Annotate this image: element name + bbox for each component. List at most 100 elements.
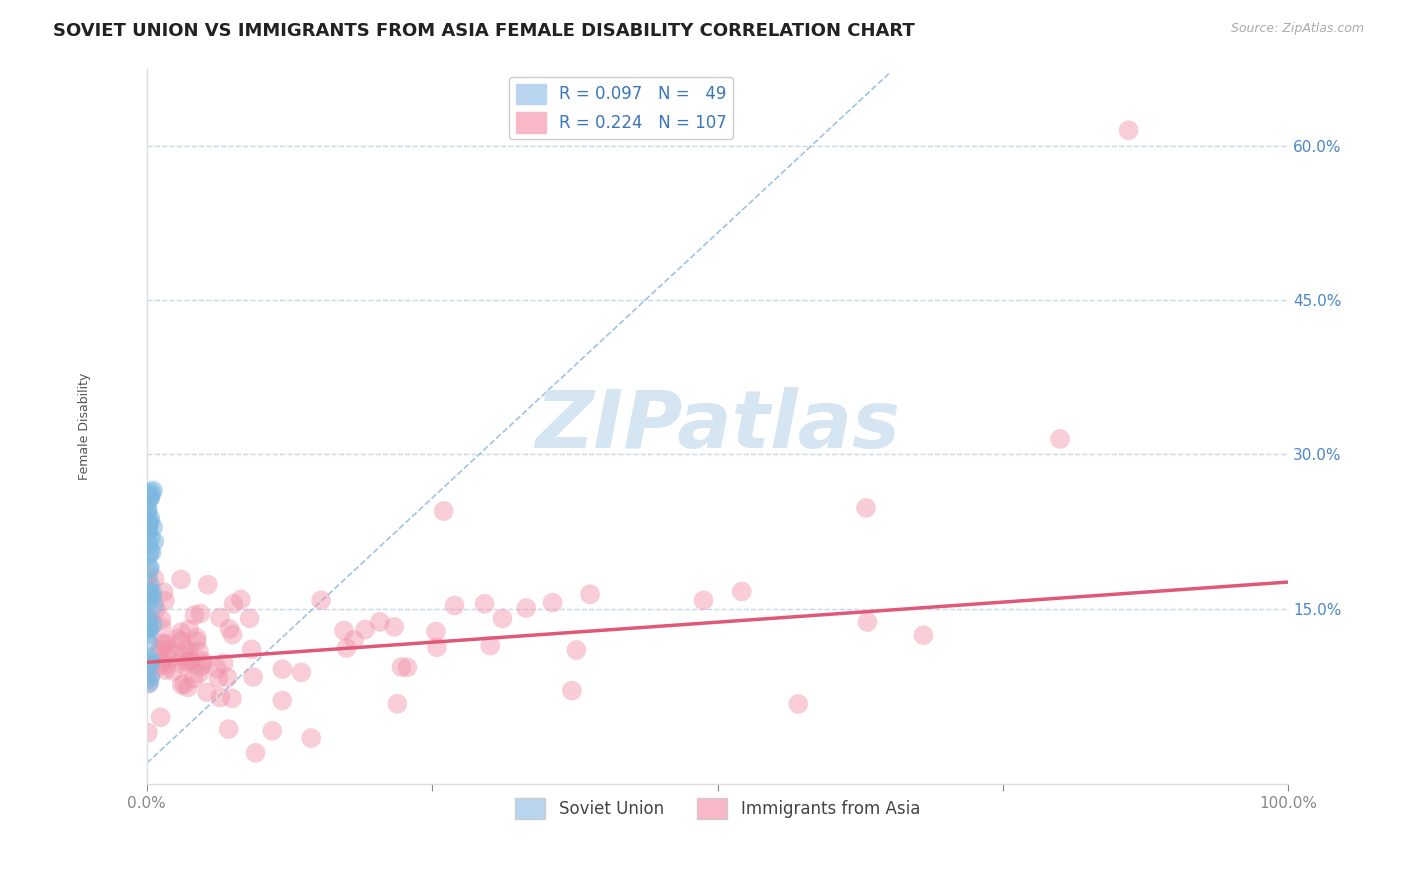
Point xyxy=(731,584,754,599)
Point xyxy=(138,622,160,636)
Point xyxy=(150,613,173,627)
Point xyxy=(155,658,177,673)
Point xyxy=(229,592,252,607)
Point xyxy=(142,599,165,613)
Point xyxy=(170,678,193,692)
Point xyxy=(179,622,201,636)
Point xyxy=(474,597,496,611)
Point xyxy=(146,660,169,674)
Point xyxy=(170,573,193,587)
Point xyxy=(149,710,172,724)
Point xyxy=(139,669,162,683)
Point xyxy=(425,624,447,639)
Point xyxy=(856,615,879,629)
Point xyxy=(142,520,165,534)
Point xyxy=(136,673,159,688)
Point xyxy=(156,648,179,662)
Point xyxy=(443,599,465,613)
Point xyxy=(382,620,405,634)
Point xyxy=(309,593,332,607)
Point xyxy=(159,651,181,665)
Point xyxy=(136,614,159,628)
Point xyxy=(139,576,162,591)
Point xyxy=(391,660,413,674)
Point xyxy=(138,549,160,563)
Point xyxy=(136,524,159,538)
Point xyxy=(138,656,160,670)
Point xyxy=(138,621,160,635)
Point xyxy=(333,624,356,638)
Text: Source: ZipAtlas.com: Source: ZipAtlas.com xyxy=(1230,22,1364,36)
Point xyxy=(139,560,162,574)
Point xyxy=(561,683,583,698)
Point xyxy=(141,485,163,500)
Point xyxy=(138,584,160,599)
Point xyxy=(299,731,322,745)
Point xyxy=(139,543,162,558)
Point xyxy=(335,641,357,656)
Point xyxy=(142,617,165,632)
Point xyxy=(491,611,513,625)
Point xyxy=(183,672,205,686)
Point xyxy=(173,677,195,691)
Point xyxy=(139,654,162,668)
Point xyxy=(136,663,159,677)
Point xyxy=(143,572,166,586)
Point xyxy=(138,657,160,672)
Point xyxy=(238,611,260,625)
Point xyxy=(162,664,184,678)
Point xyxy=(136,621,159,635)
Point xyxy=(136,567,159,582)
Point xyxy=(368,615,391,629)
Point xyxy=(152,585,174,599)
Point xyxy=(138,636,160,650)
Y-axis label: Female Disability: Female Disability xyxy=(79,373,91,480)
Point xyxy=(136,610,159,624)
Point xyxy=(515,601,537,615)
Point xyxy=(271,662,294,676)
Point xyxy=(212,657,235,671)
Point xyxy=(208,610,231,624)
Point xyxy=(221,627,243,641)
Point xyxy=(155,663,177,677)
Point xyxy=(174,642,197,657)
Point xyxy=(565,643,588,657)
Point xyxy=(218,722,240,736)
Point xyxy=(138,621,160,635)
Point xyxy=(136,520,159,534)
Legend: Soviet Union, Immigrants from Asia: Soviet Union, Immigrants from Asia xyxy=(509,792,927,825)
Point xyxy=(242,670,264,684)
Point xyxy=(136,519,159,533)
Point xyxy=(262,723,284,738)
Point xyxy=(138,587,160,601)
Text: ZIPatlas: ZIPatlas xyxy=(536,387,900,465)
Point xyxy=(136,617,159,632)
Point xyxy=(190,659,212,673)
Point xyxy=(170,634,193,648)
Point xyxy=(176,681,198,695)
Point xyxy=(139,491,162,505)
Point xyxy=(207,671,229,685)
Point xyxy=(193,657,215,672)
Point xyxy=(271,693,294,707)
Point xyxy=(183,608,205,623)
Point xyxy=(145,602,167,616)
Point xyxy=(343,632,366,647)
Point xyxy=(136,725,159,739)
Point xyxy=(136,524,159,539)
Point xyxy=(387,697,409,711)
Point xyxy=(172,649,194,664)
Point xyxy=(174,655,197,669)
Point xyxy=(139,532,162,546)
Point xyxy=(136,589,159,603)
Point xyxy=(136,659,159,673)
Point xyxy=(155,637,177,651)
Point xyxy=(138,596,160,610)
Point xyxy=(218,622,240,636)
Point xyxy=(150,656,173,670)
Point xyxy=(541,596,564,610)
Point xyxy=(217,671,239,685)
Point xyxy=(136,627,159,641)
Point xyxy=(180,653,202,667)
Point xyxy=(245,746,267,760)
